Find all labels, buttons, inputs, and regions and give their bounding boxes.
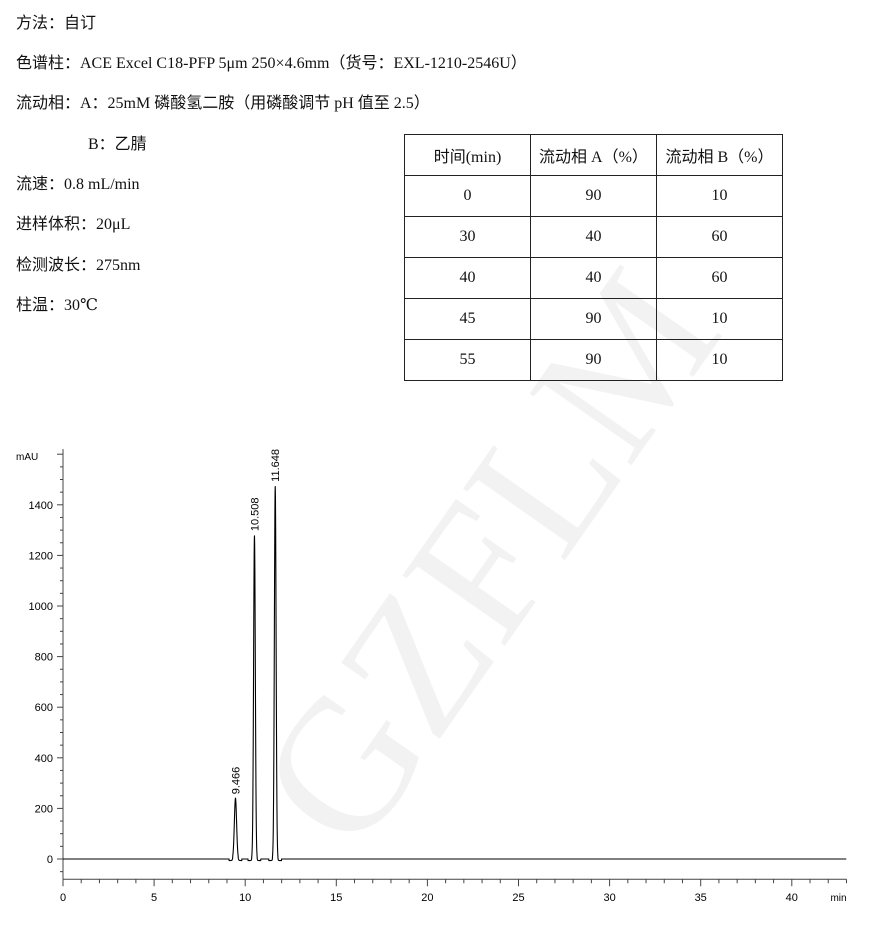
header-phase-a: 流动相 A（%） [530,134,657,176]
chromatogram-trace [63,486,847,862]
x-tick-label: 30 [603,892,615,904]
column-line: 色谱柱：ACE Excel C18-PFP 5μm 250×4.6mm（货号：E… [16,55,527,72]
y-tick-label: 400 [35,753,53,765]
chromatogram: 0 200 400 600 800 1000 1200 1400 0 5 10 15 20 25 30 35 4… [16,449,847,904]
cell: 55 [404,339,531,381]
y-axis-label: mAU [16,452,38,463]
table-row: 0 90 10 [404,175,783,217]
table-row: 40 40 60 [404,257,783,299]
cell: 40 [404,257,531,299]
x-tick-label: 10 [239,892,251,904]
table-row: 55 90 10 [404,339,783,381]
cell: 10 [656,298,783,340]
flow-rate-line: 流速：0.8 mL/min [16,176,140,193]
wavelength-line: 检测波长：275nm [16,257,141,274]
cell: 90 [530,298,657,340]
cell: 10 [656,339,783,381]
table-header-row: 时间(min) 流动相 A（%） 流动相 B（%） [404,134,783,176]
x-tick-label: 20 [421,892,433,904]
cell: 90 [530,175,657,217]
cell: 60 [656,257,783,299]
injection-volume-line: 进样体积：20μL [16,216,131,233]
cell: 30 [404,216,531,258]
column-temp-line: 柱温：30℃ [16,297,98,314]
mobile-phase-b-line: B：乙腈 [88,136,147,153]
header-time: 时间(min) [404,134,531,176]
x-tick-label: 35 [695,892,707,904]
table-row: 30 40 60 [404,216,783,258]
y-tick-label: 600 [35,702,53,714]
y-tick-label: 1000 [29,601,53,613]
mobile-phase-a-line: 流动相：A：25mM 磷酸氢二胺（用磷酸调节 pH 值至 2.5） [16,95,430,112]
method-line: 方法：自订 [16,15,97,32]
y-tick-label: 800 [35,652,53,664]
y-tick-label: 200 [35,803,53,815]
cell: 60 [656,216,783,258]
peak-label: 10.508 [249,498,261,532]
gradient-table: 时间(min) 流动相 A（%） 流动相 B（%） 0 90 10 30 40 60 4… [404,134,783,381]
y-tick-label: 1400 [29,500,53,512]
header-phase-b: 流动相 B（%） [656,134,783,176]
x-tick-label: 40 [786,892,798,904]
cell: 40 [530,216,657,258]
y-tick-label: 0 [47,854,53,866]
x-tick-label: 0 [60,892,66,904]
x-tick-label: 15 [330,892,342,904]
table-row: 45 90 10 [404,298,783,340]
peak-label: 11.648 [270,449,282,482]
x-tick-label: 5 [151,892,157,904]
cell: 90 [530,339,657,381]
cell: 0 [404,175,531,217]
x-tick-label: 25 [512,892,524,904]
cell: 45 [404,298,531,340]
peak-label: 9.466 [230,767,242,795]
x-axis-label: min [830,893,846,904]
cell: 10 [656,175,783,217]
cell: 40 [530,257,657,299]
y-tick-label: 1200 [29,550,53,562]
